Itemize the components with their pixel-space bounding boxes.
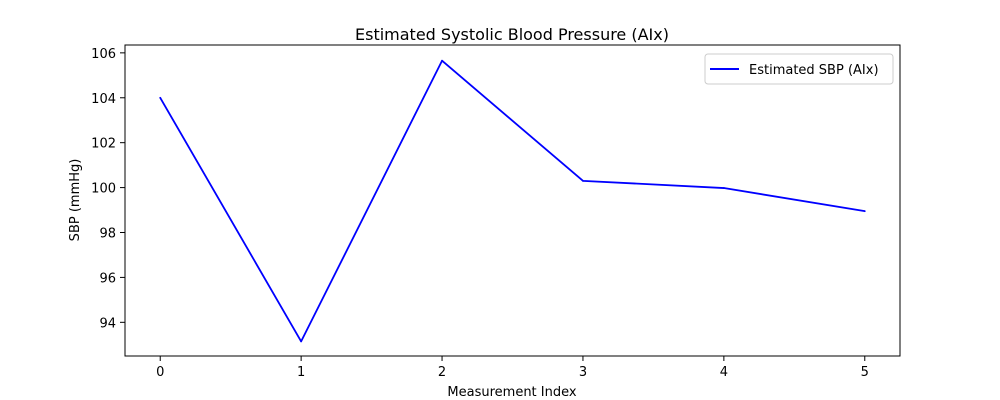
series-layer [159, 59, 866, 343]
x-tick-label: 2 [438, 365, 446, 380]
series-line [159, 59, 865, 343]
data-point [159, 96, 162, 99]
y-tick-label: 102 [91, 137, 116, 152]
x-tick-label: 5 [861, 365, 869, 380]
x-tick-label: 3 [579, 365, 587, 380]
y-tick-label: 96 [99, 271, 116, 286]
data-point [863, 210, 866, 213]
y-tick-label: 106 [91, 47, 116, 62]
x-axis-ticks: 0 1 2 3 4 5 [156, 356, 869, 380]
x-tick-label: 4 [720, 365, 728, 380]
legend-entry-label: Estimated SBP (AIx) [749, 63, 879, 78]
x-tick-label: 1 [297, 365, 305, 380]
data-point [300, 340, 303, 343]
y-tick-label: 104 [91, 92, 116, 107]
data-point [722, 187, 725, 189]
legend-box [704, 53, 894, 85]
y-axis-ticks: 94 96 98 100 102 104 106 [91, 47, 125, 331]
x-axis-label: Measurement Index [447, 385, 576, 400]
y-tick-label: 98 [99, 226, 116, 241]
legend: Estimated SBP (AIx) [704, 53, 894, 85]
data-point [582, 179, 584, 182]
y-axis-label: SBP (mmHg) [68, 159, 83, 242]
x-tick-label: 0 [156, 365, 164, 380]
chart-title: Estimated Systolic Blood Pressure (AIx) [355, 25, 669, 44]
y-tick-label: 94 [99, 316, 116, 331]
y-tick-label: 100 [91, 182, 116, 197]
plot-area-frame [124, 44, 901, 357]
data-point [441, 59, 443, 62]
